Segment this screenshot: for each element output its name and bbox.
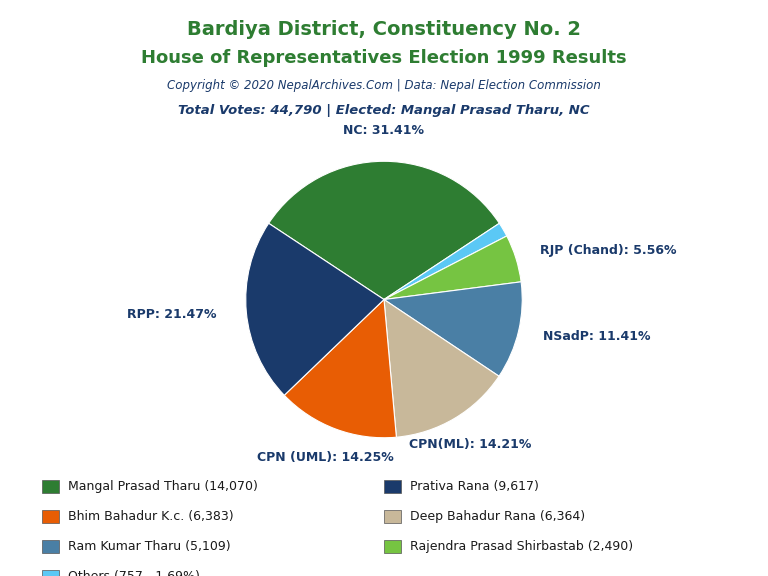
Text: Bhim Bahadur K.c. (6,383): Bhim Bahadur K.c. (6,383) xyxy=(68,510,234,523)
Text: RPP: 21.47%: RPP: 21.47% xyxy=(127,308,216,321)
Text: House of Representatives Election 1999 Results: House of Representatives Election 1999 R… xyxy=(141,49,627,67)
Wedge shape xyxy=(384,223,507,300)
Wedge shape xyxy=(384,282,522,376)
Text: Prativa Rana (9,617): Prativa Rana (9,617) xyxy=(410,480,539,493)
Text: Bardiya District, Constituency No. 2: Bardiya District, Constituency No. 2 xyxy=(187,20,581,39)
Text: Ram Kumar Tharu (5,109): Ram Kumar Tharu (5,109) xyxy=(68,540,231,553)
Text: Others (757 - 1.69%): Others (757 - 1.69%) xyxy=(68,570,200,576)
Wedge shape xyxy=(246,223,384,395)
Text: Copyright © 2020 NepalArchives.Com | Data: Nepal Election Commission: Copyright © 2020 NepalArchives.Com | Dat… xyxy=(167,79,601,93)
Text: NSadP: 11.41%: NSadP: 11.41% xyxy=(543,330,650,343)
Wedge shape xyxy=(269,161,499,300)
Wedge shape xyxy=(384,236,521,300)
Wedge shape xyxy=(284,300,396,438)
Text: CPN(ML): 14.21%: CPN(ML): 14.21% xyxy=(409,438,531,451)
Text: RJP (Chand): 5.56%: RJP (Chand): 5.56% xyxy=(540,244,676,257)
Text: Rajendra Prasad Shirbastab (2,490): Rajendra Prasad Shirbastab (2,490) xyxy=(410,540,634,553)
Text: Deep Bahadur Rana (6,364): Deep Bahadur Rana (6,364) xyxy=(410,510,585,523)
Text: Total Votes: 44,790 | Elected: Mangal Prasad Tharu, NC: Total Votes: 44,790 | Elected: Mangal Pr… xyxy=(178,104,590,117)
Text: NC: 31.41%: NC: 31.41% xyxy=(343,124,425,137)
Wedge shape xyxy=(384,300,499,437)
Text: Mangal Prasad Tharu (14,070): Mangal Prasad Tharu (14,070) xyxy=(68,480,258,493)
Text: CPN (UML): 14.25%: CPN (UML): 14.25% xyxy=(257,451,393,464)
